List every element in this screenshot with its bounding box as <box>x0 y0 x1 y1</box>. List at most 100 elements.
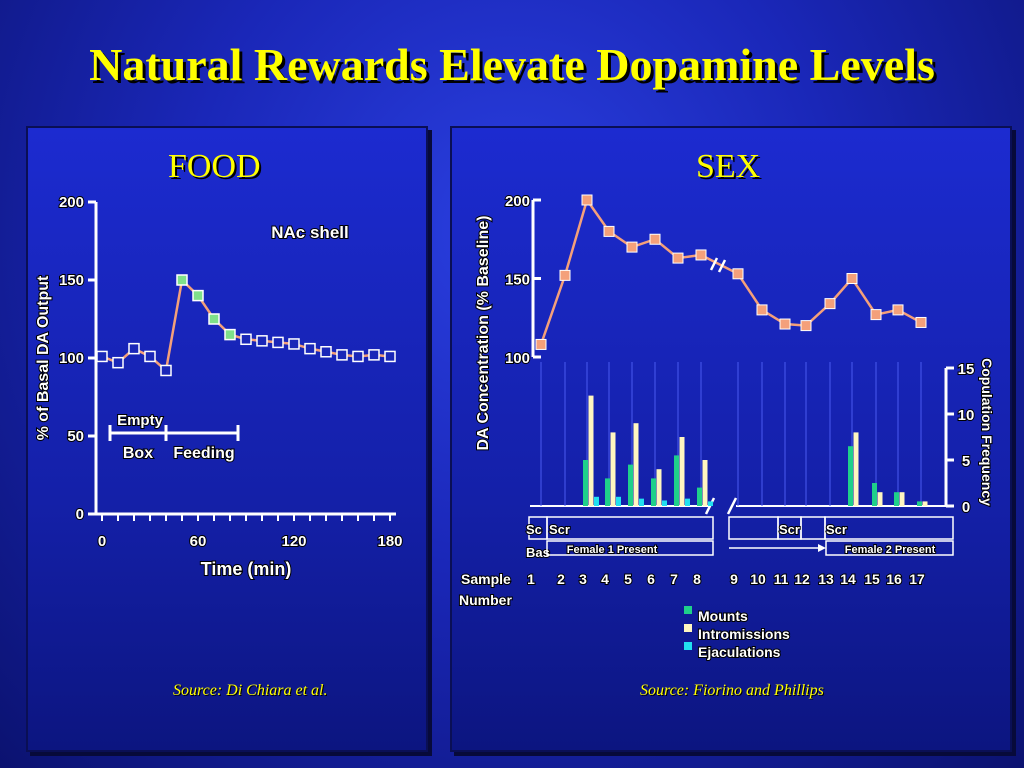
sex-x-tick-label: 16 <box>886 571 902 587</box>
food-y-tick-label: 100 <box>59 350 84 367</box>
food-data-point <box>352 350 364 363</box>
sex-heading: SEX <box>696 148 761 185</box>
sex-line-break <box>717 259 727 273</box>
sex-bar <box>674 455 679 506</box>
sex-y-tick-label: 200 <box>505 193 530 210</box>
food-y-tick-label: 150 <box>59 272 84 289</box>
food-phase-label: Empty <box>117 412 164 429</box>
food-data-point <box>192 289 204 302</box>
sex-bar <box>894 492 899 506</box>
sex-data-point <box>870 309 882 321</box>
food-x-axis-label: Time (min) <box>201 559 292 579</box>
sex-y-axis-label: DA Concentration (% Baseline) <box>475 216 492 451</box>
sex-x-tick-label: 11 <box>774 571 789 587</box>
sex-segment-box <box>728 516 779 540</box>
sex-segment-label: Scr <box>779 522 800 537</box>
food-x-tick-label: 0 <box>98 533 106 550</box>
sex-source: Source: Fiorino and Phillips <box>640 682 824 699</box>
sex-bar <box>651 478 656 506</box>
sex-data-point <box>779 318 791 330</box>
sex-legend-swatch <box>684 624 692 632</box>
sex-bar <box>702 460 708 506</box>
sex-data-point <box>535 338 547 350</box>
sex-panel <box>450 126 1012 752</box>
sex-data-point <box>672 252 684 264</box>
food-annotation: NAc shell <box>271 223 348 242</box>
sex-bar <box>877 492 883 506</box>
sex-segment-box <box>824 516 954 540</box>
sex-bar <box>697 487 702 506</box>
sex-bar <box>633 423 639 506</box>
sex-x-tick-label: 6 <box>647 571 655 587</box>
sex-x-tick-label: 10 <box>750 571 766 587</box>
slide-title: Natural Rewards Elevate Dopamine Levels <box>89 39 935 90</box>
food-data-point <box>144 350 156 363</box>
food-y-tick-label: 0 <box>76 506 84 523</box>
sex-data-point <box>626 241 638 253</box>
food-phase-label: Feeding <box>173 445 234 462</box>
food-data-point <box>160 364 172 377</box>
sex-bar <box>899 492 905 506</box>
sex-right-tick-label: 5 <box>962 453 970 470</box>
food-data-point <box>256 335 268 347</box>
food-data-point <box>320 346 332 358</box>
sex-data-point <box>800 320 812 332</box>
sex-line-break <box>709 257 719 271</box>
sex-bar <box>708 501 713 506</box>
sex-data-point <box>732 268 744 280</box>
sex-legend-swatch <box>684 606 692 614</box>
sex-segment-label: Scr <box>549 522 570 537</box>
sex-x-tick-label: 13 <box>818 571 834 587</box>
food-data-point <box>128 342 140 355</box>
food-y-tick-label: 200 <box>59 194 84 211</box>
sex-bar <box>872 483 877 506</box>
food-data-point <box>240 333 252 346</box>
food-x-tick-label: 180 <box>377 533 402 550</box>
sex-segment-label: Female 1 Present <box>567 544 658 556</box>
sex-x-tick-label: 8 <box>693 571 701 587</box>
sex-right-tick-label: 15 <box>958 361 975 378</box>
food-data-point <box>96 350 108 363</box>
sex-bar <box>588 395 594 506</box>
food-data-point <box>336 349 348 361</box>
sex-bar <box>605 478 610 506</box>
sex-bar <box>583 460 588 506</box>
sex-bar <box>848 446 853 506</box>
sex-arrow-head <box>818 544 826 552</box>
food-data-point <box>272 336 284 349</box>
sex-bar <box>917 501 922 506</box>
sex-bar <box>679 437 685 506</box>
sex-segment-label: Sc <box>526 522 542 537</box>
sex-right-tick-label: 10 <box>958 407 975 424</box>
sex-segment-label: Scr <box>826 522 847 537</box>
sex-x-tick-label: 15 <box>864 571 880 587</box>
sex-data-point <box>581 194 593 206</box>
sex-x-tick-label: 7 <box>670 571 678 587</box>
sex-right-tick-label: 0 <box>962 499 970 516</box>
sex-bar <box>922 501 928 506</box>
sex-segment-box <box>546 516 714 540</box>
food-heading: FOOD <box>168 148 261 185</box>
sex-data-point <box>892 304 904 316</box>
sex-legend-swatch <box>684 642 692 650</box>
sex-bar <box>662 500 667 506</box>
sex-segment-box <box>825 540 954 556</box>
sex-bar <box>656 469 662 506</box>
sex-segment-label: Female 2 Present <box>845 544 936 556</box>
sex-data-point <box>649 233 661 245</box>
sex-data-point <box>559 269 571 281</box>
sex-data-point <box>695 249 707 261</box>
food-phase-label: Box <box>123 445 153 462</box>
sex-bar <box>610 432 616 506</box>
sex-segment-label: Bas <box>526 545 550 560</box>
sex-segment-box <box>800 516 826 540</box>
sex-x-tick-label: 2 <box>557 571 565 587</box>
sex-x-tick-label: 1 <box>527 571 535 587</box>
sex-y-tick-label: 100 <box>505 350 530 367</box>
food-y-axis-label: % of Basal DA Output <box>35 275 52 440</box>
food-data-point <box>304 342 316 355</box>
sex-bar <box>628 464 633 506</box>
sex-x-tick-label: 5 <box>624 571 632 587</box>
food-data-point <box>368 349 380 361</box>
